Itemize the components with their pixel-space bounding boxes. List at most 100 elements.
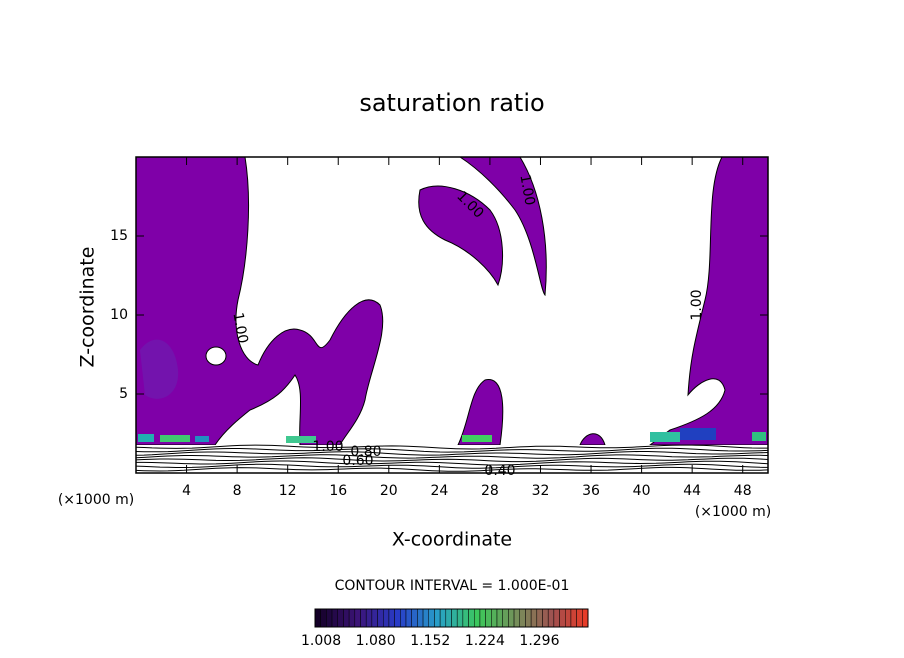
colorbar-cell [542, 608, 549, 628]
plot-area [135, 156, 769, 474]
colorbar-cell [553, 608, 560, 628]
colorbar-frame [314, 608, 589, 628]
colorbar-cell [365, 608, 373, 628]
high-values [138, 428, 766, 443]
x-tick-label: 4 [182, 483, 191, 499]
x-unit: (×1000 m) [695, 504, 771, 520]
colorbar-cell [348, 608, 356, 628]
colorbar-cell [377, 608, 384, 628]
colorbar-cell [519, 608, 526, 628]
colorbar-cell [314, 608, 321, 628]
contour-line [136, 460, 769, 466]
colorbar-cell [439, 608, 447, 628]
contour-label: 0.80 [350, 444, 381, 460]
x-tick-label: 36 [582, 483, 600, 499]
x-axis-label: X-coordinate [392, 529, 512, 551]
contour-fill [648, 156, 769, 446]
colorbar-tick-label: 1.224 [465, 633, 505, 649]
colorbar-cell [383, 608, 390, 628]
contour-label: 0.60 [342, 453, 373, 469]
colorbar-cell [530, 608, 538, 628]
y-tick-label: 10 [110, 307, 128, 323]
contour-line [135, 444, 768, 450]
x-tick-label: 8 [233, 483, 242, 499]
x-tick-label: 12 [279, 483, 297, 499]
colorbar-cell [570, 608, 577, 628]
x-tick-label: 16 [329, 483, 347, 499]
colorbar-cell [434, 608, 441, 628]
contour-fill [458, 156, 547, 297]
colorbar-cell [474, 608, 481, 628]
colorbar-cell [502, 608, 509, 628]
colorbar-cell [496, 608, 503, 628]
colorbar-cell [456, 608, 464, 628]
contour-line [135, 463, 769, 469]
colorbar-cell [547, 608, 555, 628]
x-tick-label: 44 [683, 483, 701, 499]
colorbar-cell [371, 608, 378, 628]
colorbar-cell [576, 608, 583, 628]
contour-line [135, 457, 769, 463]
contour-label: 1.00 [516, 173, 537, 206]
contour-label: 1.00 [312, 439, 343, 455]
x-tick-label: 28 [481, 483, 499, 499]
colorbar-cell [331, 608, 338, 628]
colorbar-cell [417, 608, 424, 628]
colorbar-cell [388, 608, 395, 628]
colorbar-cell [468, 608, 475, 628]
contour-fill [457, 379, 504, 446]
colorbar-cell [508, 608, 515, 628]
colorbar-cell [405, 608, 412, 628]
contour-line [135, 466, 769, 472]
colorbar-cell [536, 608, 543, 628]
contour-label: 0.40 [484, 463, 515, 479]
colorbar: 1.008 1.080 1.152 1.224 1.296 [301, 608, 589, 649]
colorbar-tick-label: 1.152 [410, 633, 450, 649]
y-tick-label: 15 [110, 228, 128, 244]
contour-fill [579, 433, 606, 446]
colorbar-cell [326, 608, 333, 628]
contour-label: 1.00 [689, 289, 705, 320]
contour-line [135, 447, 769, 453]
contour-fill [135, 156, 384, 446]
colorbar-cell [411, 608, 418, 628]
colorbar-cell [525, 608, 532, 628]
colorbar-cell [513, 608, 520, 628]
x-tick-label: 24 [430, 483, 448, 499]
colorbar-cell [354, 608, 361, 628]
colorbar-cell [400, 608, 407, 628]
contour-line [135, 451, 769, 456]
colorbar-cell [428, 608, 435, 628]
x-tick-label: 40 [633, 483, 651, 499]
colorbar-cell [360, 608, 367, 628]
x-tick-label: 48 [734, 483, 752, 499]
colorbar-cell [491, 608, 498, 628]
chart-title: saturation ratio [359, 89, 544, 117]
colorbar-cell [320, 608, 327, 628]
colorbar-cell [462, 608, 469, 628]
x-tick-label: 20 [380, 483, 398, 499]
contour-interval: CONTOUR INTERVAL = 1.000E-01 [335, 578, 570, 594]
contour-label: 1.00 [229, 311, 250, 344]
colorbar-cell [451, 608, 458, 628]
colorbar-tick-label: 1.296 [519, 633, 559, 649]
colorbar-cell [582, 608, 589, 628]
colorbar-cell [485, 608, 492, 628]
colorbar-cell [479, 608, 486, 628]
contour-lines [135, 444, 769, 472]
contour-fill [418, 185, 504, 287]
colorbar-tick-label: 1.008 [301, 633, 341, 649]
colorbar-cell [337, 608, 344, 628]
contour-line [135, 454, 769, 459]
colorbar-tick-label: 1.080 [356, 633, 396, 649]
colorbar-cell [422, 608, 429, 628]
colorbar-cell [559, 608, 566, 628]
colorbar-cell [445, 608, 452, 628]
colorbar-cell [343, 608, 350, 628]
y-axis-label: Z-coordinate [77, 247, 99, 368]
x-tick-label: 32 [532, 483, 550, 499]
colorbar-cell [565, 608, 572, 628]
contour-shade [140, 339, 179, 399]
x-unit: (×1000 m) [58, 492, 134, 508]
